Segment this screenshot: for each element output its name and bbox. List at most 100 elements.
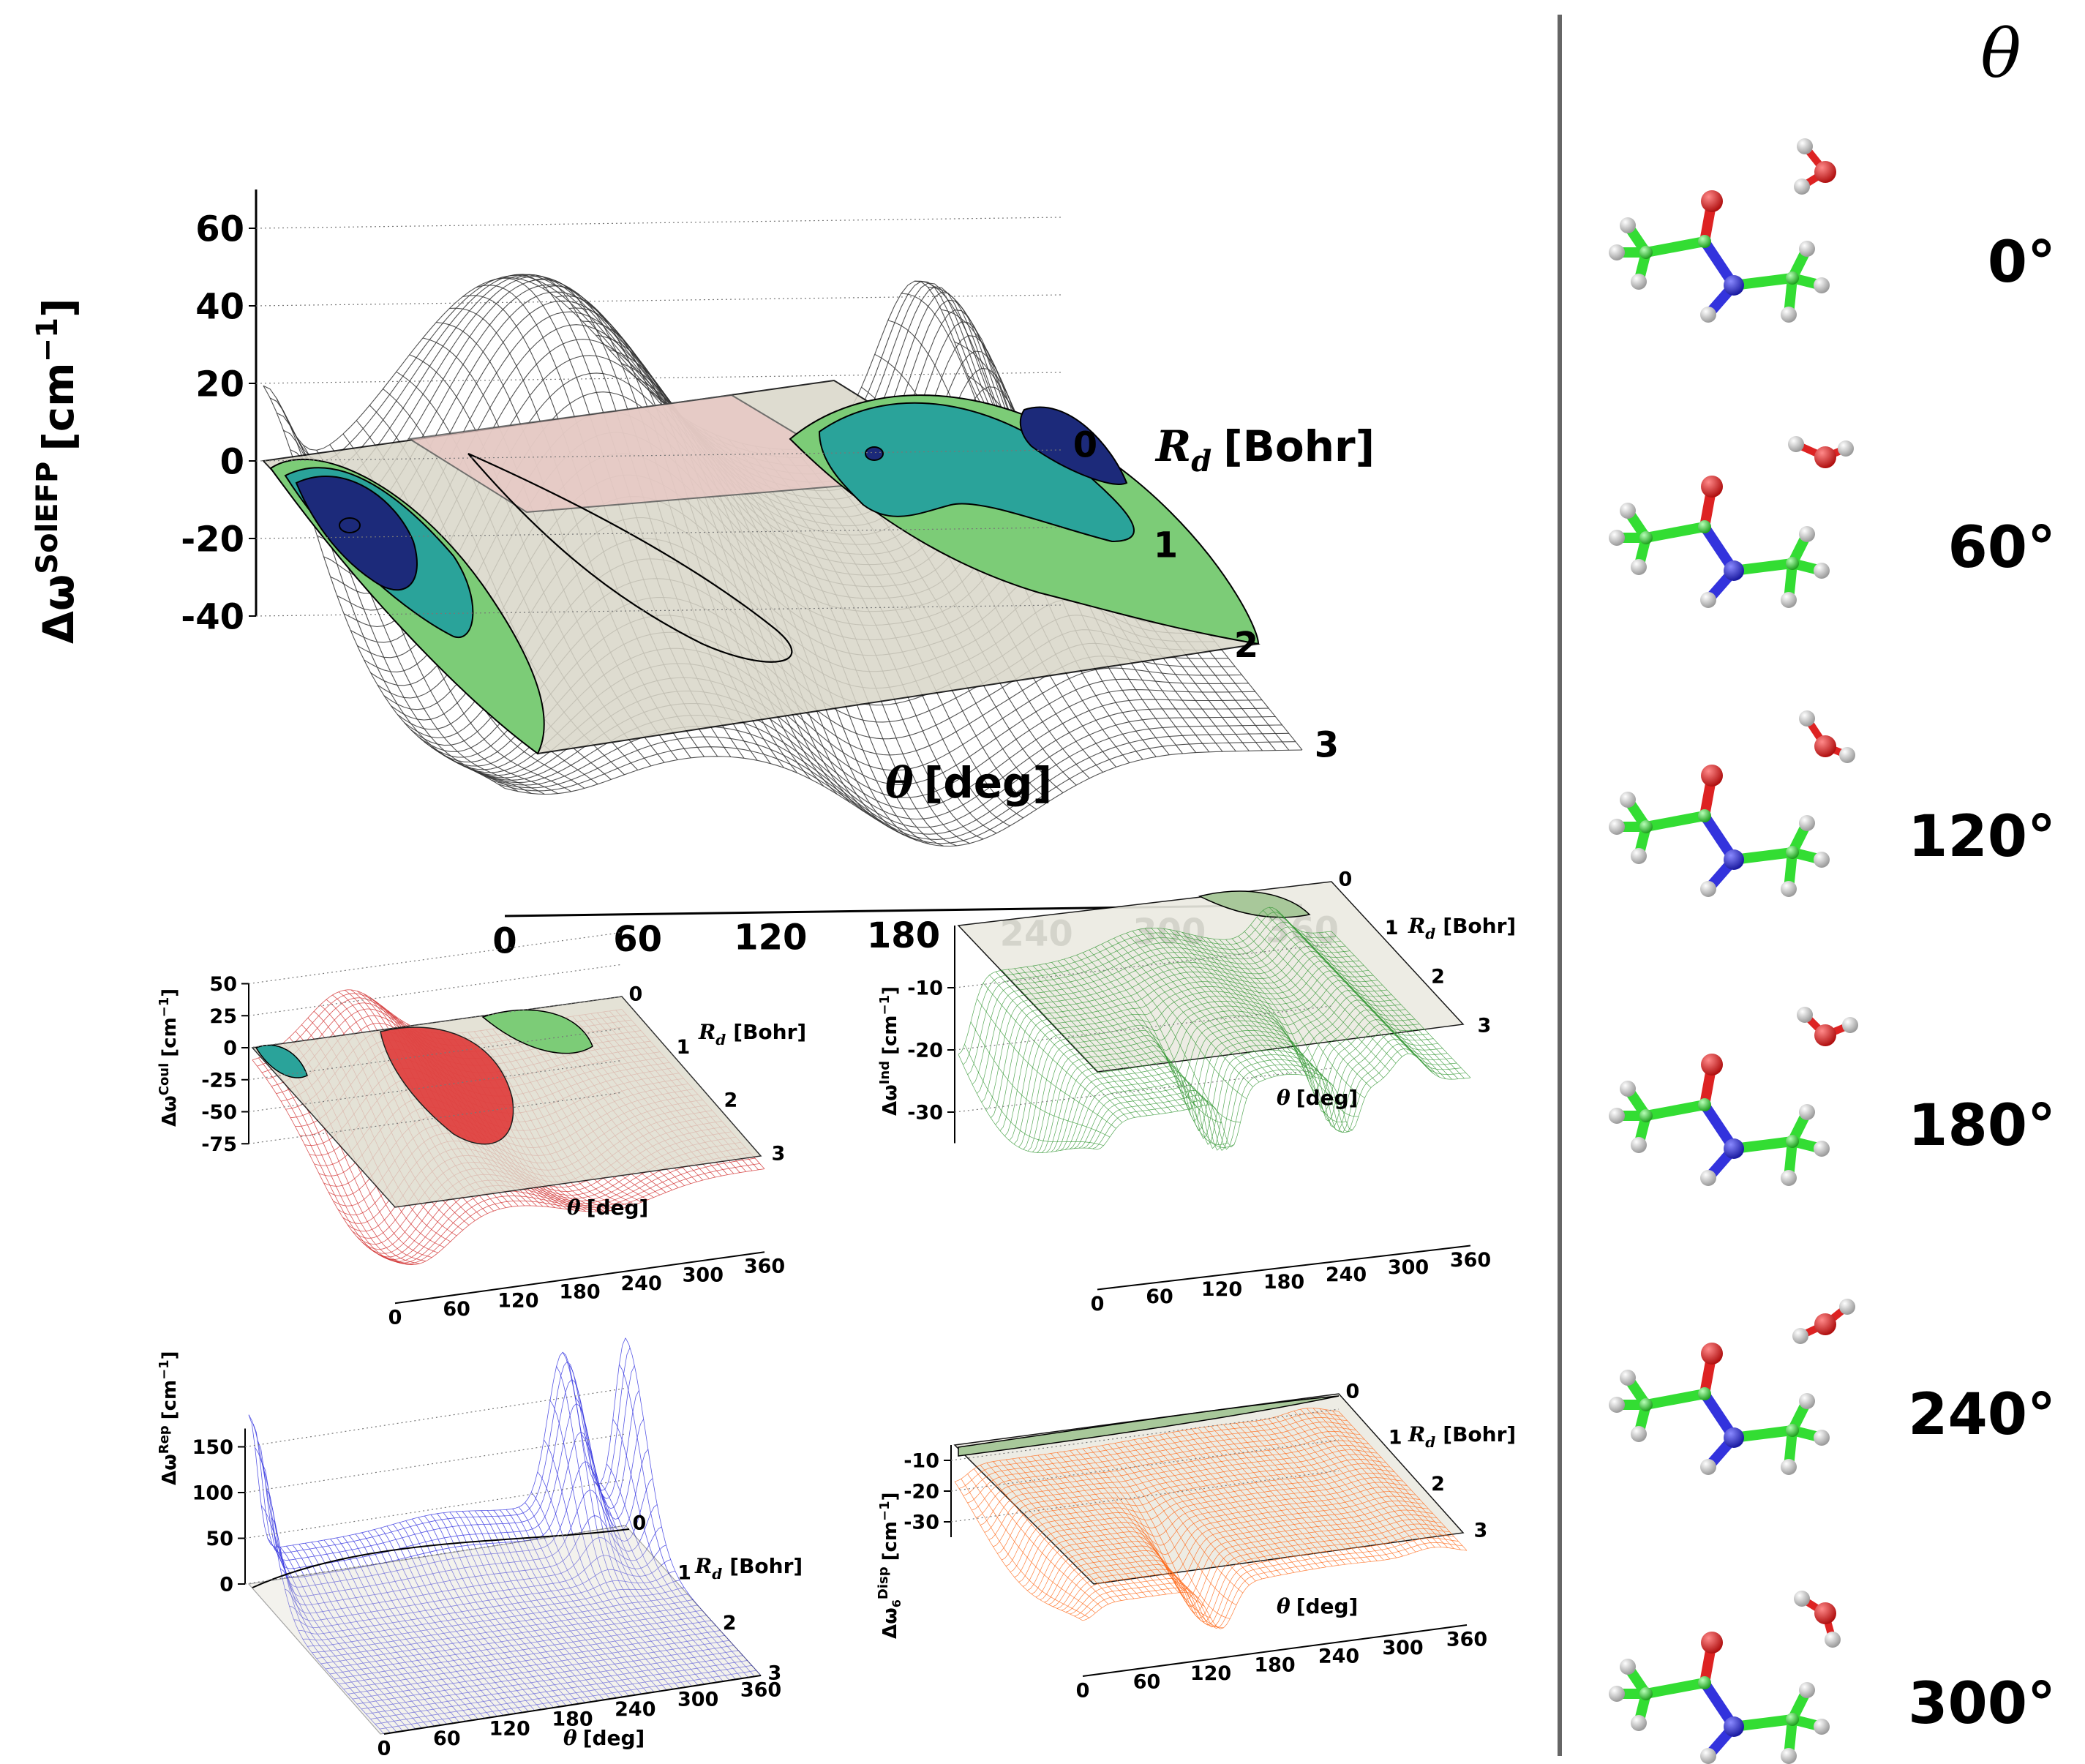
mesh-line-theta — [304, 1542, 441, 1726]
hydrogen-atom — [1609, 530, 1625, 546]
mesh-line-theta — [1070, 957, 1210, 1106]
r-tick-label: 0 — [1338, 868, 1352, 890]
hydrogen-atom — [1799, 526, 1815, 542]
molecule-column: 0° 60° 120° 180° 240° 300° — [1609, 138, 2056, 1764]
structure-row: 300° — [1609, 1591, 2056, 1764]
r-tick-label: 2 — [1431, 966, 1445, 988]
theta-tick-label: 60 — [613, 919, 662, 960]
mesh-line-theta — [1127, 1441, 1256, 1582]
total-zlabel: ΔωSolEFP[cm−1] — [31, 299, 83, 644]
angle-label: 300° — [1908, 1671, 2056, 1737]
mesh-line-theta — [1121, 1441, 1250, 1585]
mesh-line-theta — [1169, 929, 1310, 1076]
mesh-line-theta — [411, 1518, 548, 1709]
r-tick-label: 0 — [1345, 1380, 1359, 1403]
mesh-line-theta — [1031, 1455, 1160, 1596]
mesh-line-theta — [405, 1520, 541, 1710]
mesh-line-theta — [1213, 938, 1353, 1133]
z-grid-guide — [244, 1387, 626, 1448]
mesh-line-theta — [1332, 1410, 1461, 1550]
nitrogen-atom — [1724, 849, 1744, 870]
hydrogen-atom — [1814, 1141, 1830, 1157]
mesh-line-theta — [393, 1524, 529, 1712]
mesh-line-theta — [1230, 1423, 1359, 1564]
mesh-line-theta — [1326, 1409, 1454, 1549]
oxygen-atom — [1701, 765, 1723, 787]
dispersion-axes: -10 -20 -30 0 60 120 180 240 300 360 0 1 2 3 — [904, 1380, 1487, 1702]
z-tick-label: -20 — [904, 1481, 939, 1504]
mesh-line-theta — [1312, 932, 1452, 1080]
mesh-line-theta — [1108, 1444, 1237, 1606]
nitrogen-atom — [1724, 560, 1744, 581]
r-tick-label: 3 — [767, 1662, 781, 1684]
mesh-line-theta — [1044, 1454, 1173, 1594]
structures-header: θ — [1980, 15, 2021, 93]
r-tick-label: 2 — [723, 1612, 737, 1634]
z-grid-guide — [248, 1059, 623, 1113]
carbon-atom — [1698, 1387, 1711, 1400]
theta-tick-label: 180 — [1254, 1654, 1295, 1676]
mesh-line-theta — [619, 1364, 755, 1677]
mesh-line-theta — [1151, 928, 1291, 1075]
water-hydrogen-atom — [1797, 1007, 1813, 1023]
mesh-line-theta — [342, 1536, 479, 1720]
theta-tick-label: 60 — [443, 1298, 470, 1321]
carbon-atom — [1786, 271, 1799, 285]
mesh-line-theta — [1307, 1408, 1435, 1548]
mesh-line-theta — [481, 1510, 617, 1698]
r-tick-label: 1 — [1389, 1427, 1402, 1449]
theta-tick-label: 0 — [1076, 1679, 1090, 1702]
mesh-line-theta — [606, 1463, 743, 1679]
mesh-line-theta — [255, 1447, 391, 1733]
mesh-line-theta — [367, 1531, 504, 1716]
mesh-line-theta — [487, 1510, 623, 1697]
mesh-line-theta — [986, 1463, 1116, 1602]
mesh-line-theta — [1094, 947, 1235, 1148]
angle-label: 180° — [1908, 1093, 2056, 1159]
mesh-line-theta — [348, 1535, 485, 1719]
mesh-line-theta — [1133, 1439, 1263, 1580]
mesh-line-theta — [1159, 1434, 1288, 1575]
mesh-line-theta — [525, 1502, 661, 1692]
contour-band-navy-left — [295, 476, 418, 591]
theta-tick-label: 360 — [744, 1256, 785, 1278]
mesh-line-theta — [574, 1396, 711, 1684]
mesh-line-theta — [1076, 1449, 1205, 1607]
mesh-line-theta — [989, 975, 1129, 1119]
water-hydrogen-atom — [1825, 1632, 1841, 1648]
theta-tick-label: 300 — [1382, 1637, 1423, 1659]
carbon-atom — [1698, 1098, 1711, 1111]
mesh-line-theta — [995, 971, 1135, 1118]
mesh-line-theta — [612, 1419, 749, 1678]
hydrogen-atom — [1781, 592, 1797, 608]
mesh-line-theta — [1255, 1421, 1384, 1561]
carbon-atom — [1786, 1135, 1799, 1148]
dispersion-xlabel: θ [deg] — [1277, 1594, 1358, 1618]
mesh-line-theta — [252, 1059, 396, 1261]
mesh-line-theta — [1140, 1438, 1269, 1578]
structure-row: 60° — [1609, 436, 2056, 608]
water-oxygen-atom — [1814, 161, 1836, 183]
dispersion-ylabel: Rd [Bohr] — [1408, 1422, 1516, 1451]
mesh-line-theta — [248, 1414, 385, 1735]
z-tick-label: 20 — [195, 364, 244, 405]
water-oxygen-atom — [1814, 446, 1836, 468]
mesh-line-theta — [267, 1538, 404, 1732]
r-tick-label: 1 — [676, 1036, 690, 1059]
panel-coulomb: 50 25 0 -25 -50 -75 0 60 120 180 240 300 360 0 1 2 3 ΔωC… — [157, 931, 806, 1329]
theta-tick-label: 180 — [1263, 1271, 1304, 1294]
water-oxygen-atom — [1814, 735, 1836, 757]
carbon-atom — [1639, 246, 1653, 259]
total-ylabel: Rd [Bohr] — [1154, 421, 1375, 478]
z-tick-label: 0 — [219, 1574, 233, 1596]
mesh-line-theta — [1157, 928, 1297, 1075]
theta-tick-label: 0 — [388, 1307, 402, 1329]
mesh-line-theta — [1268, 1418, 1397, 1558]
carbon-atom — [1639, 820, 1653, 833]
mesh-line-theta — [970, 1021, 1111, 1138]
r-tick-label: 3 — [771, 1142, 785, 1165]
mesh-line-theta — [1064, 958, 1203, 1106]
hydrogen-atom — [1620, 503, 1636, 519]
theta-tick-label: 0 — [492, 920, 516, 961]
nitrogen-atom — [1724, 275, 1744, 296]
